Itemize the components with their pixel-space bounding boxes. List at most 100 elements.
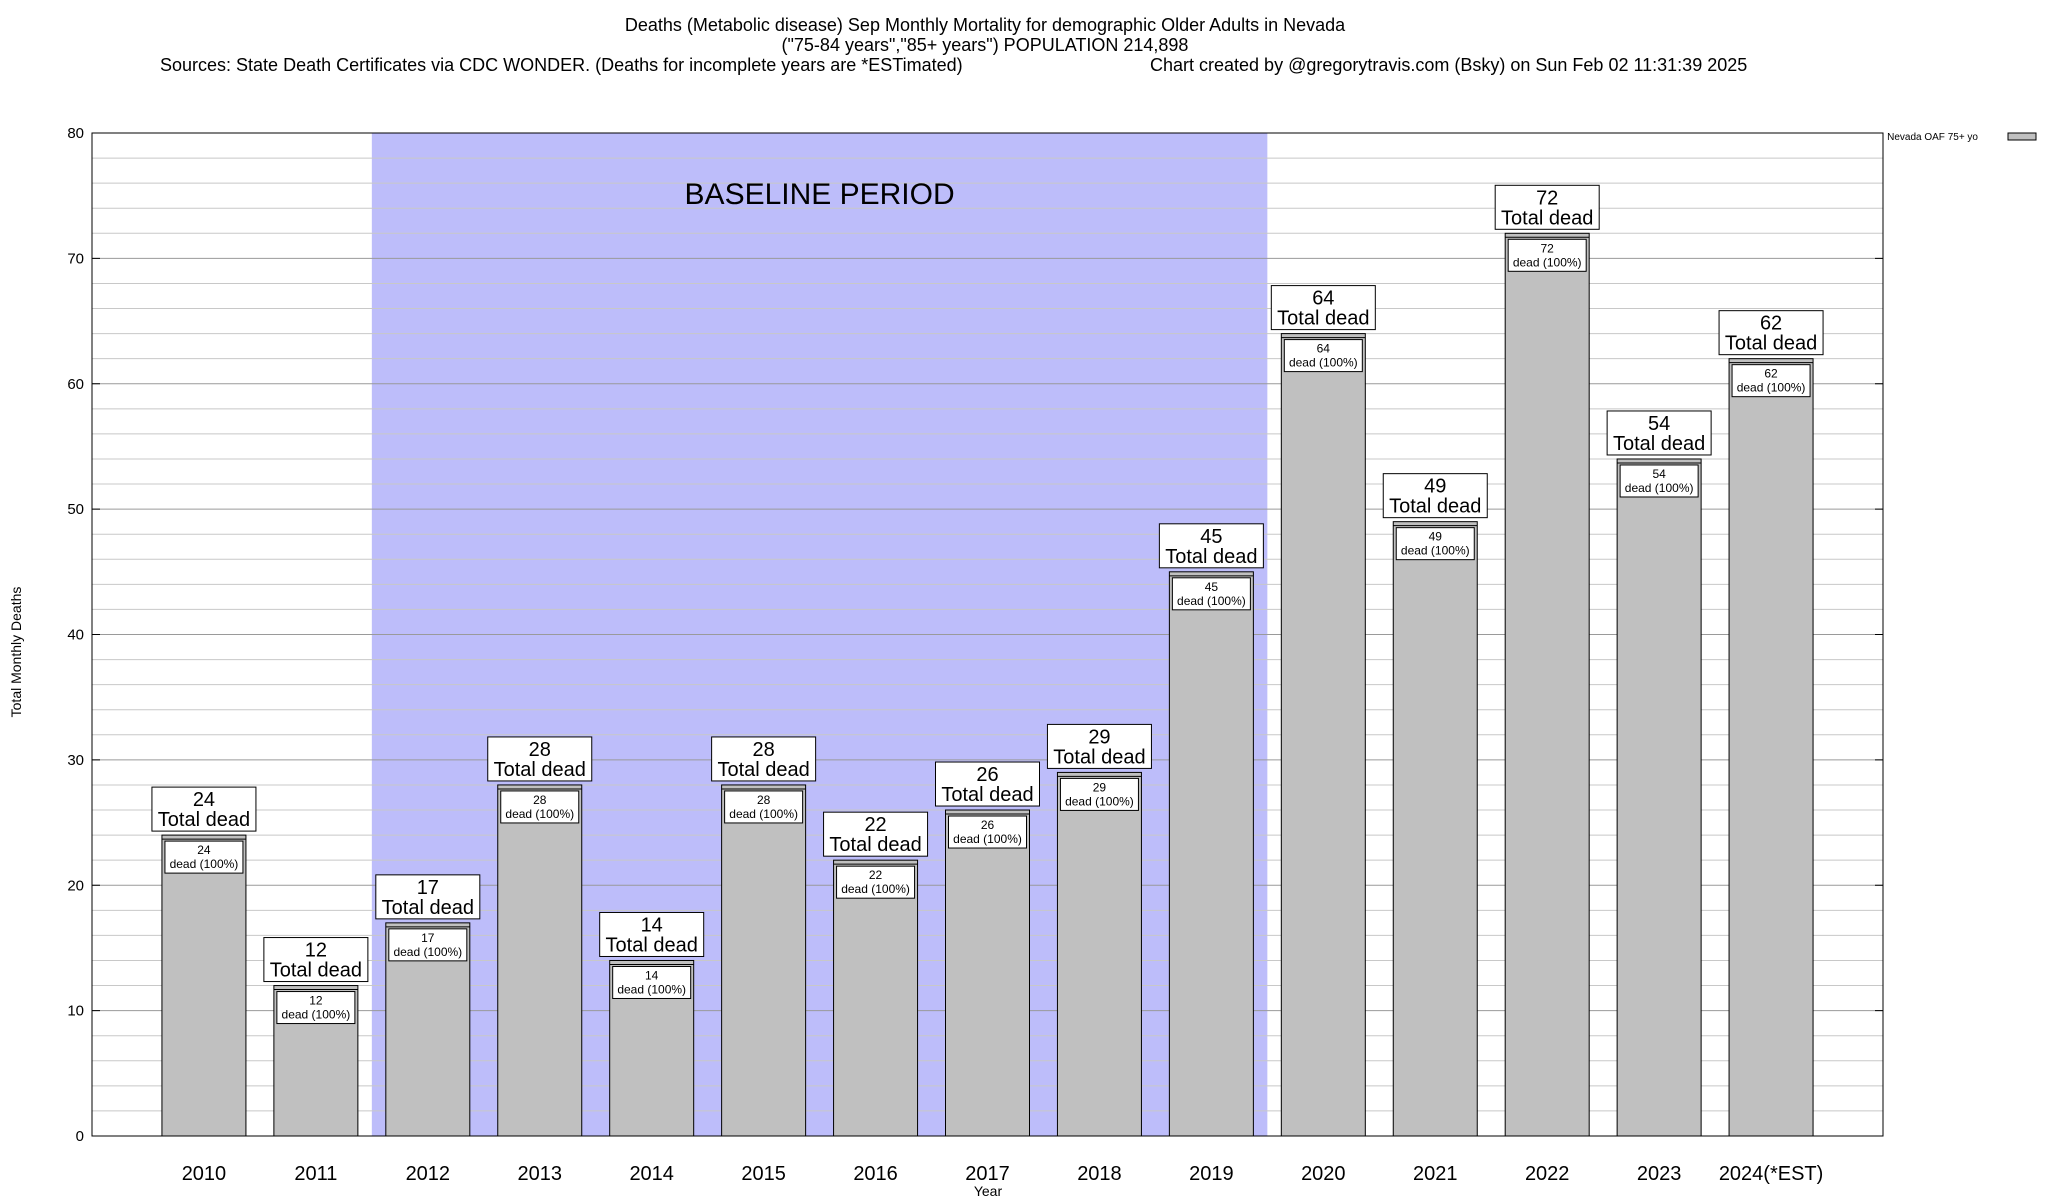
x-tick-label: 2015 [741, 1163, 786, 1185]
bar [1168, 571, 1254, 1137]
outer-label-box [1494, 184, 1600, 230]
outer-total-label: Total dead [494, 759, 586, 781]
legend: Nevada OAF 75+ yo [1887, 132, 2037, 143]
x-tick-label: 2011 [294, 1163, 337, 1185]
x-axis-label: Year [974, 1183, 1003, 1199]
inner-percent-label: dead (100%) [1737, 381, 1806, 395]
y-tick-label: 70 [67, 250, 84, 267]
outer-label-box [1046, 723, 1152, 769]
outer-value-label: 28 [529, 739, 551, 761]
outer-label-box [711, 736, 817, 782]
x-tick-label: 2013 [518, 1163, 563, 1185]
outer-total-label: Total dead [1165, 546, 1257, 568]
x-tick-label: 2021 [1413, 1163, 1458, 1185]
outer-total-label: Total dead [1613, 433, 1705, 455]
inner-label-box [836, 865, 916, 899]
bar [945, 809, 1030, 1137]
x-tick-label: 2012 [406, 1163, 451, 1185]
y-tick-label: 40 [67, 627, 84, 644]
outer-label-box [935, 761, 1040, 807]
x-tick-label: 2018 [1077, 1163, 1122, 1185]
outer-value-label: 62 [1760, 313, 1782, 335]
outer-total-label: Total dead [382, 897, 474, 919]
inner-percent-label: dead (100%) [1065, 794, 1134, 808]
outer-label-box [375, 874, 481, 920]
inner-percent-label: dead (100%) [841, 882, 910, 896]
inner-label-box [1507, 238, 1587, 272]
outer-label-box [1606, 410, 1712, 456]
outer-value-label: 14 [641, 914, 663, 936]
inner-label-box [1283, 339, 1363, 373]
inner-value-label: 54 [1652, 467, 1666, 481]
outer-total-label: Total dead [1389, 496, 1481, 518]
inner-label-box [724, 790, 804, 824]
bar [1616, 458, 1702, 1137]
inner-label-box [388, 928, 468, 962]
inner-value-label: 49 [1429, 530, 1443, 544]
outer-value-label: 24 [193, 789, 215, 811]
x-tick-label: 2022 [1525, 1163, 1570, 1185]
inner-percent-label: dead (100%) [617, 982, 686, 996]
outer-value-label: 49 [1424, 476, 1446, 498]
inner-value-label: 22 [869, 868, 883, 882]
outer-total-label: Total dead [270, 960, 362, 982]
inner-value-label: 64 [1317, 342, 1331, 356]
outer-label-box [263, 937, 369, 983]
x-tick-label: 2010 [182, 1163, 227, 1185]
outer-value-label: 28 [753, 739, 775, 761]
outer-label-box [1718, 310, 1824, 356]
inner-percent-label: dead (100%) [282, 1008, 351, 1022]
inner-percent-label: dead (100%) [1625, 481, 1694, 495]
outer-total-label: Total dead [1053, 746, 1145, 768]
inner-percent-label: dead (100%) [1177, 594, 1246, 608]
y-tick-label: 20 [67, 877, 84, 894]
inner-label-box [948, 815, 1027, 849]
inner-percent-label: dead (100%) [1289, 356, 1358, 370]
inner-percent-label: dead (100%) [505, 807, 574, 821]
inner-value-label: 24 [197, 843, 211, 857]
inner-label-box [1059, 777, 1139, 811]
y-tick-label: 0 [76, 1128, 84, 1145]
inner-label-box [1731, 364, 1811, 398]
y-tick-label: 10 [67, 1003, 84, 1020]
y-tick-label: 30 [67, 752, 84, 769]
y-axis-label: Total Monthly Deaths [8, 587, 24, 718]
outer-total-label: Total dead [1501, 207, 1593, 229]
bar [721, 784, 807, 1137]
outer-label-box [599, 911, 705, 957]
inner-value-label: 12 [309, 994, 323, 1008]
outer-label-box [1158, 523, 1264, 569]
x-tick-label: 2023 [1637, 1163, 1682, 1185]
inner-label-box [1619, 464, 1699, 498]
outer-total-label: Total dead [941, 784, 1033, 806]
outer-label-box [1382, 473, 1488, 519]
outer-value-label: 64 [1312, 288, 1334, 310]
legend-label: Nevada OAF 75+ yo [1887, 132, 1978, 143]
outer-total-label: Total dead [829, 834, 921, 856]
outer-label-box [823, 811, 929, 857]
baseline-period-label: BASELINE PERIOD [685, 178, 955, 211]
chart-title-line2: ("75-84 years","85+ years") POPULATION 2… [782, 35, 1189, 55]
y-tick-label: 60 [67, 376, 84, 393]
bar [1392, 521, 1478, 1137]
outer-value-label: 45 [1200, 526, 1222, 548]
y-tick-label: 80 [67, 125, 84, 142]
y-tick-label: 50 [67, 501, 84, 518]
inner-value-label: 17 [421, 931, 435, 945]
chart-sources: Sources: State Death Certificates via CD… [160, 55, 963, 75]
inner-value-label: 72 [1541, 241, 1555, 255]
x-tick-label: 2017 [965, 1163, 1010, 1185]
bar [497, 784, 583, 1137]
inner-label-box [1171, 577, 1251, 611]
outer-label-box [151, 786, 257, 832]
